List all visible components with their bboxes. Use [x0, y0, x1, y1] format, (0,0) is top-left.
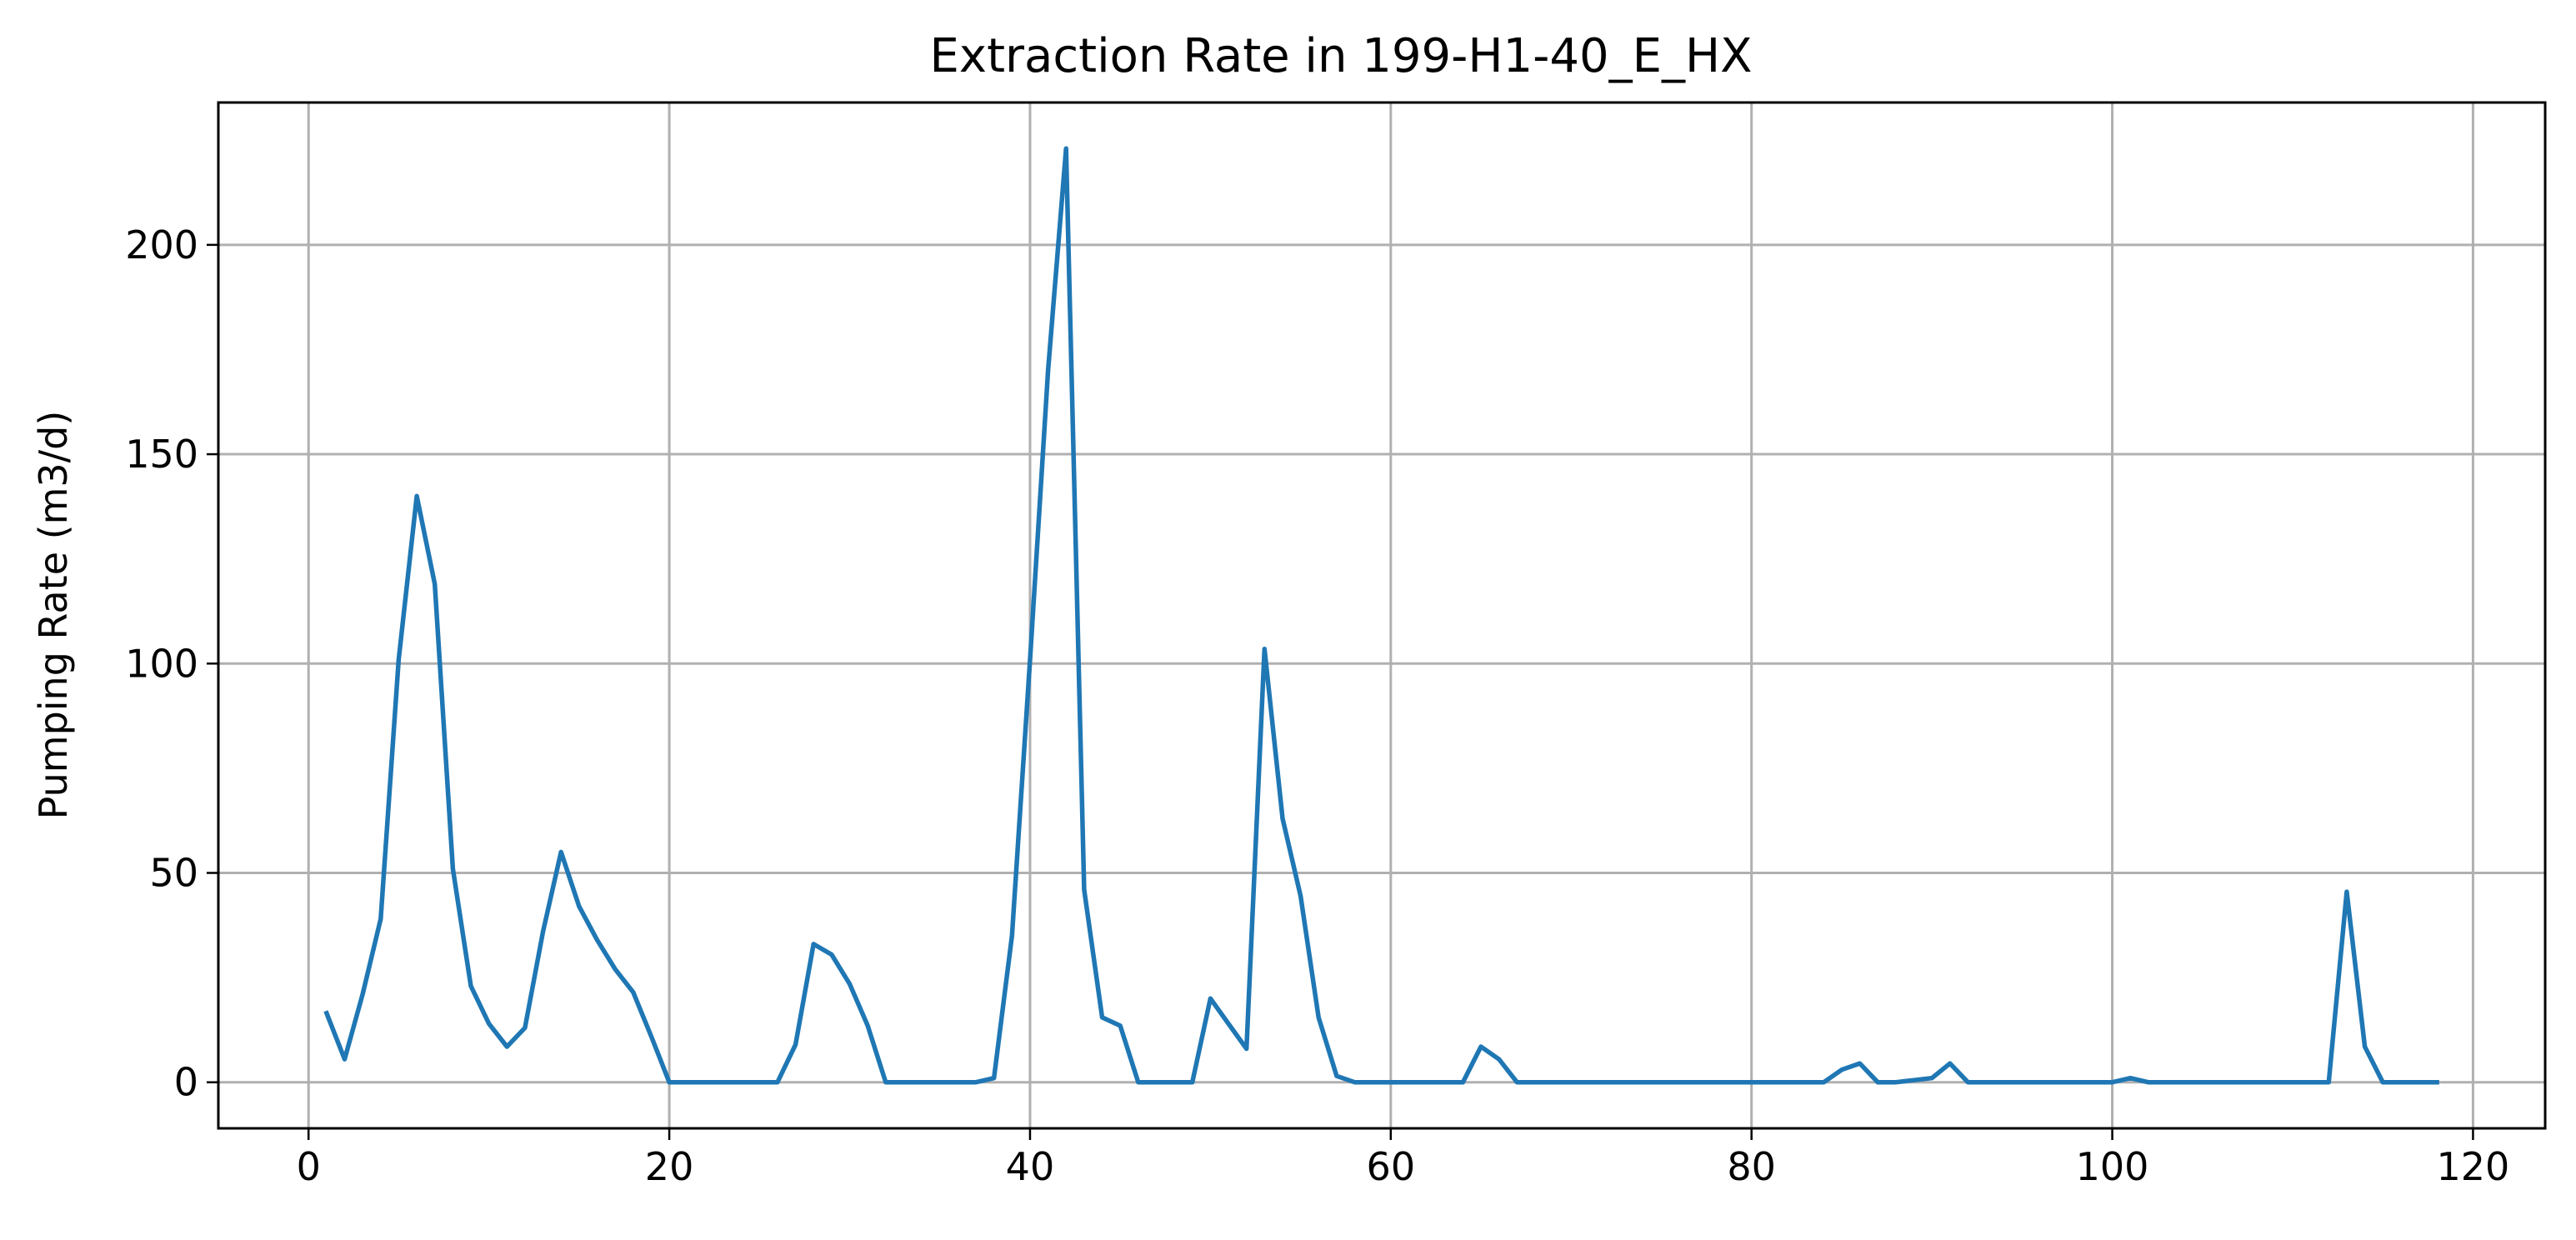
plot-frame [217, 101, 2547, 1130]
axis-ticks: 0 20 40 60 80 100 120 0 50 100 150 200 [125, 222, 2509, 1189]
y-axis-label: Pumping Rate (m3/d) [31, 411, 76, 820]
x-tick-label: 20 [645, 1144, 694, 1189]
series-line [323, 146, 2439, 1085]
y-tick-label: 50 [149, 851, 198, 896]
grid-lines [218, 102, 2545, 1128]
y-tick-label: 150 [125, 432, 198, 477]
y-tick-label: 0 [174, 1060, 198, 1105]
x-tick-label: 120 [2437, 1144, 2510, 1189]
x-tick-label: 100 [2076, 1144, 2149, 1189]
y-tick-label: 100 [125, 641, 198, 686]
x-tick-label: 0 [297, 1144, 321, 1189]
series-layer [323, 146, 2439, 1085]
chart-title: Extraction Rate in 199-H1-40_E_HX [930, 29, 1753, 83]
y-tick-label: 200 [125, 222, 198, 268]
x-tick-label: 80 [1727, 1144, 1776, 1189]
x-tick-label: 60 [1367, 1144, 1416, 1189]
x-tick-label: 40 [1006, 1144, 1055, 1189]
